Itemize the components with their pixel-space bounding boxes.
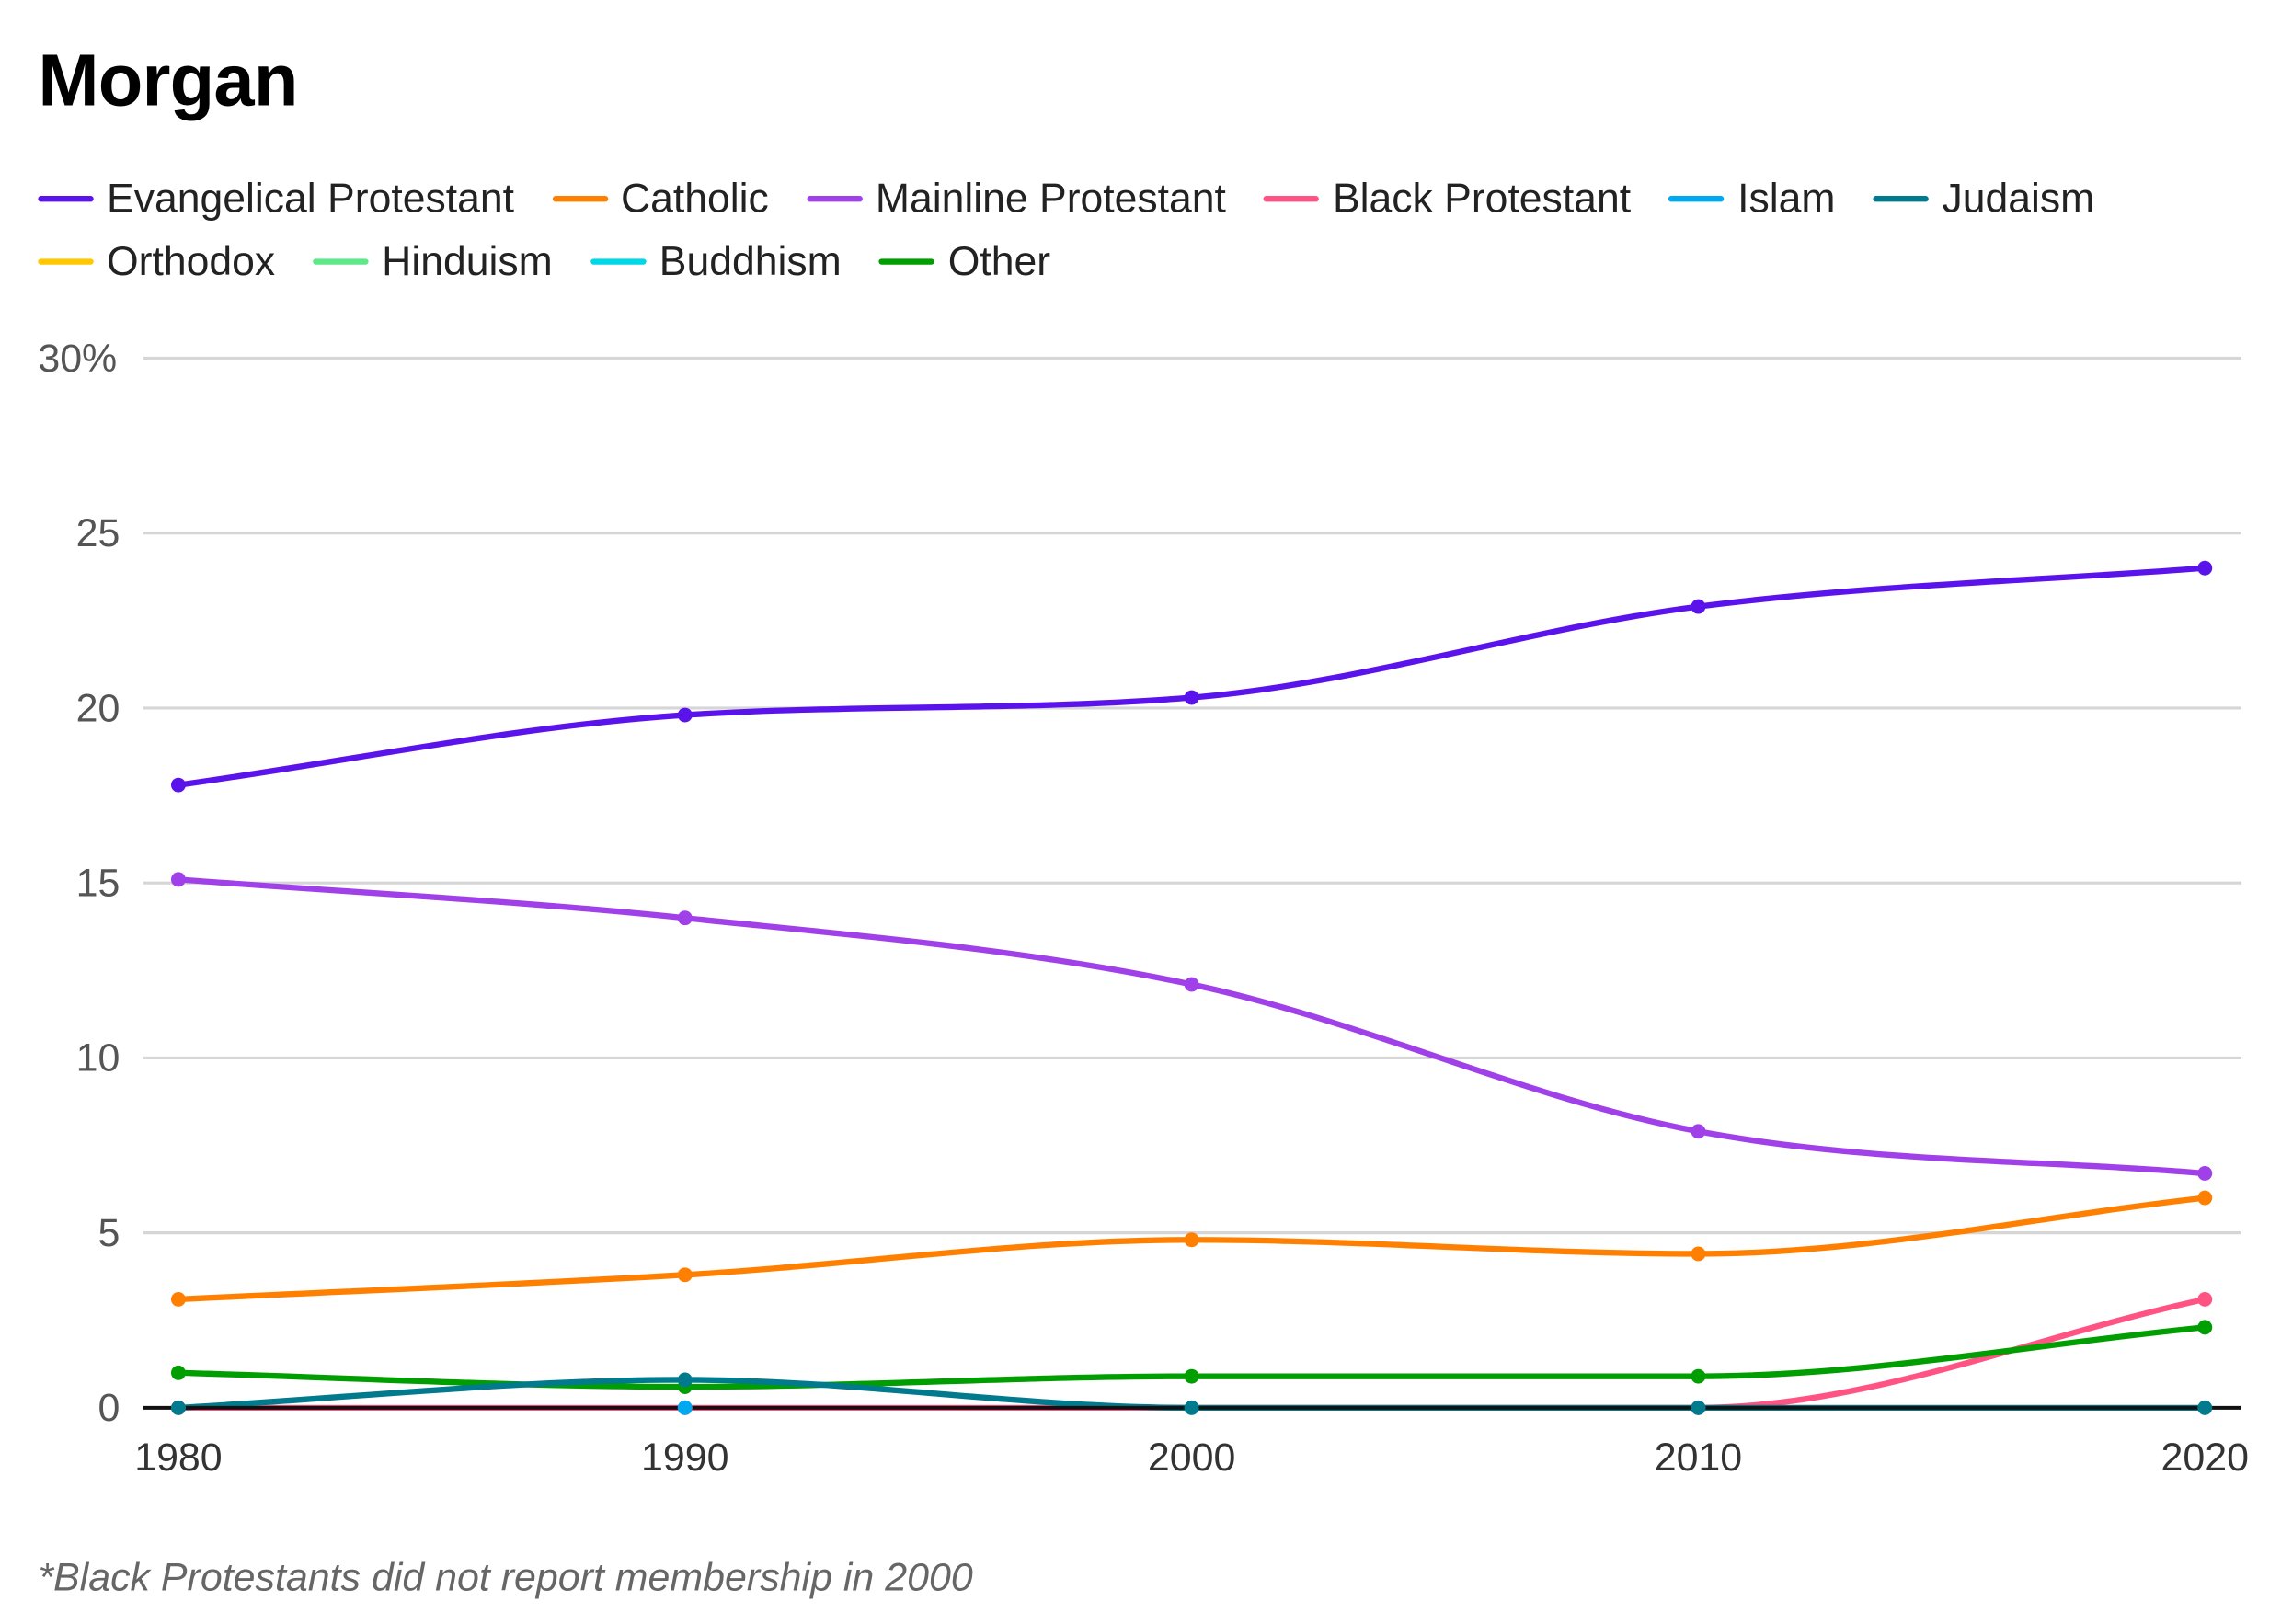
data-point	[170, 1291, 186, 1307]
series-line	[175, 1296, 2208, 1412]
y-tick-label: 25	[76, 511, 120, 555]
data-point	[2197, 560, 2213, 576]
data-point	[1184, 1400, 1199, 1415]
legend-swatch	[1264, 196, 1320, 202]
legend-item[interactable]: Judaism	[1873, 173, 2095, 225]
x-tick-label: 1980	[134, 1435, 222, 1480]
legend-swatch	[590, 258, 647, 265]
footnote: *Black Protestants did not report member…	[38, 1555, 973, 1600]
legend-item[interactable]: Other	[879, 235, 1050, 288]
x-tick-label: 2020	[2161, 1435, 2249, 1480]
legend-swatch	[313, 258, 369, 265]
data-point	[1691, 1124, 1706, 1139]
data-point	[1691, 1246, 1706, 1262]
y-tick-label: 0	[97, 1386, 120, 1430]
legend-label: Orthodox	[107, 238, 276, 284]
legend-swatch	[38, 258, 94, 265]
chart-title: Morgan	[38, 39, 298, 121]
data-point	[170, 777, 186, 793]
legend-label: Mainline Protestant	[875, 175, 1226, 222]
legend-swatch	[807, 196, 863, 202]
legend-swatch	[552, 196, 608, 202]
legend-label: Islam	[1737, 175, 1836, 222]
data-point	[677, 910, 693, 926]
legend-label: Catholic	[621, 175, 769, 222]
series-line	[175, 565, 2208, 788]
legend-item[interactable]: Catholic	[552, 173, 769, 225]
legend-item[interactable]: Evangelical Protestant	[38, 173, 514, 225]
y-tick-label: 5	[97, 1211, 120, 1255]
series-line	[175, 876, 2208, 1177]
data-point	[2197, 1400, 2213, 1415]
series-line	[175, 1195, 2208, 1303]
data-point	[1691, 1400, 1706, 1415]
y-tick-label: 10	[76, 1036, 120, 1081]
y-tick-label: 15	[76, 861, 120, 905]
data-point	[1184, 1232, 1199, 1248]
data-point	[170, 1400, 186, 1415]
legend-swatch	[1668, 196, 1725, 202]
legend-label: Evangelical Protestant	[107, 175, 514, 222]
legend-item[interactable]: Buddhism	[590, 235, 842, 288]
y-tick-label: 20	[76, 686, 120, 730]
x-tick-label: 2000	[1148, 1435, 1235, 1480]
data-point	[677, 707, 693, 723]
data-point	[2197, 1190, 2213, 1206]
legend-item[interactable]: Black Protestant	[1264, 173, 1631, 225]
legend-swatch	[38, 196, 94, 202]
data-point	[2197, 1320, 2213, 1335]
legend-item[interactable]: Orthodox	[38, 235, 275, 288]
legend: Evangelical Protestant Catholic Mainline P…	[38, 173, 2260, 289]
data-point	[1691, 599, 1706, 614]
data-point	[677, 1267, 693, 1283]
x-tick-label: 2010	[1655, 1435, 1742, 1480]
legend-label: Black Protestant	[1332, 175, 1632, 222]
x-tick-label: 1990	[641, 1435, 728, 1480]
data-point	[2197, 1291, 2213, 1307]
legend-item[interactable]: Islam	[1668, 173, 1835, 225]
legend-label: Judaism	[1942, 175, 2095, 222]
legend-item[interactable]: Hinduism	[313, 235, 553, 288]
data-point	[677, 1400, 693, 1415]
legend-item[interactable]: Mainline Protestant	[807, 173, 1226, 225]
legend-swatch	[1873, 196, 1930, 202]
data-point	[1184, 690, 1199, 705]
y-tick-label: 30%	[38, 337, 117, 381]
data-point	[2197, 1166, 2213, 1181]
legend-label: Hinduism	[382, 238, 553, 284]
data-point	[1184, 977, 1199, 992]
data-point	[170, 1365, 186, 1380]
data-point	[170, 872, 186, 887]
legend-swatch	[879, 258, 935, 265]
legend-label: Buddhism	[659, 238, 842, 284]
data-point	[1184, 1368, 1199, 1384]
data-point	[677, 1372, 693, 1388]
data-point	[1691, 1368, 1706, 1384]
legend-label: Other	[947, 238, 1051, 284]
